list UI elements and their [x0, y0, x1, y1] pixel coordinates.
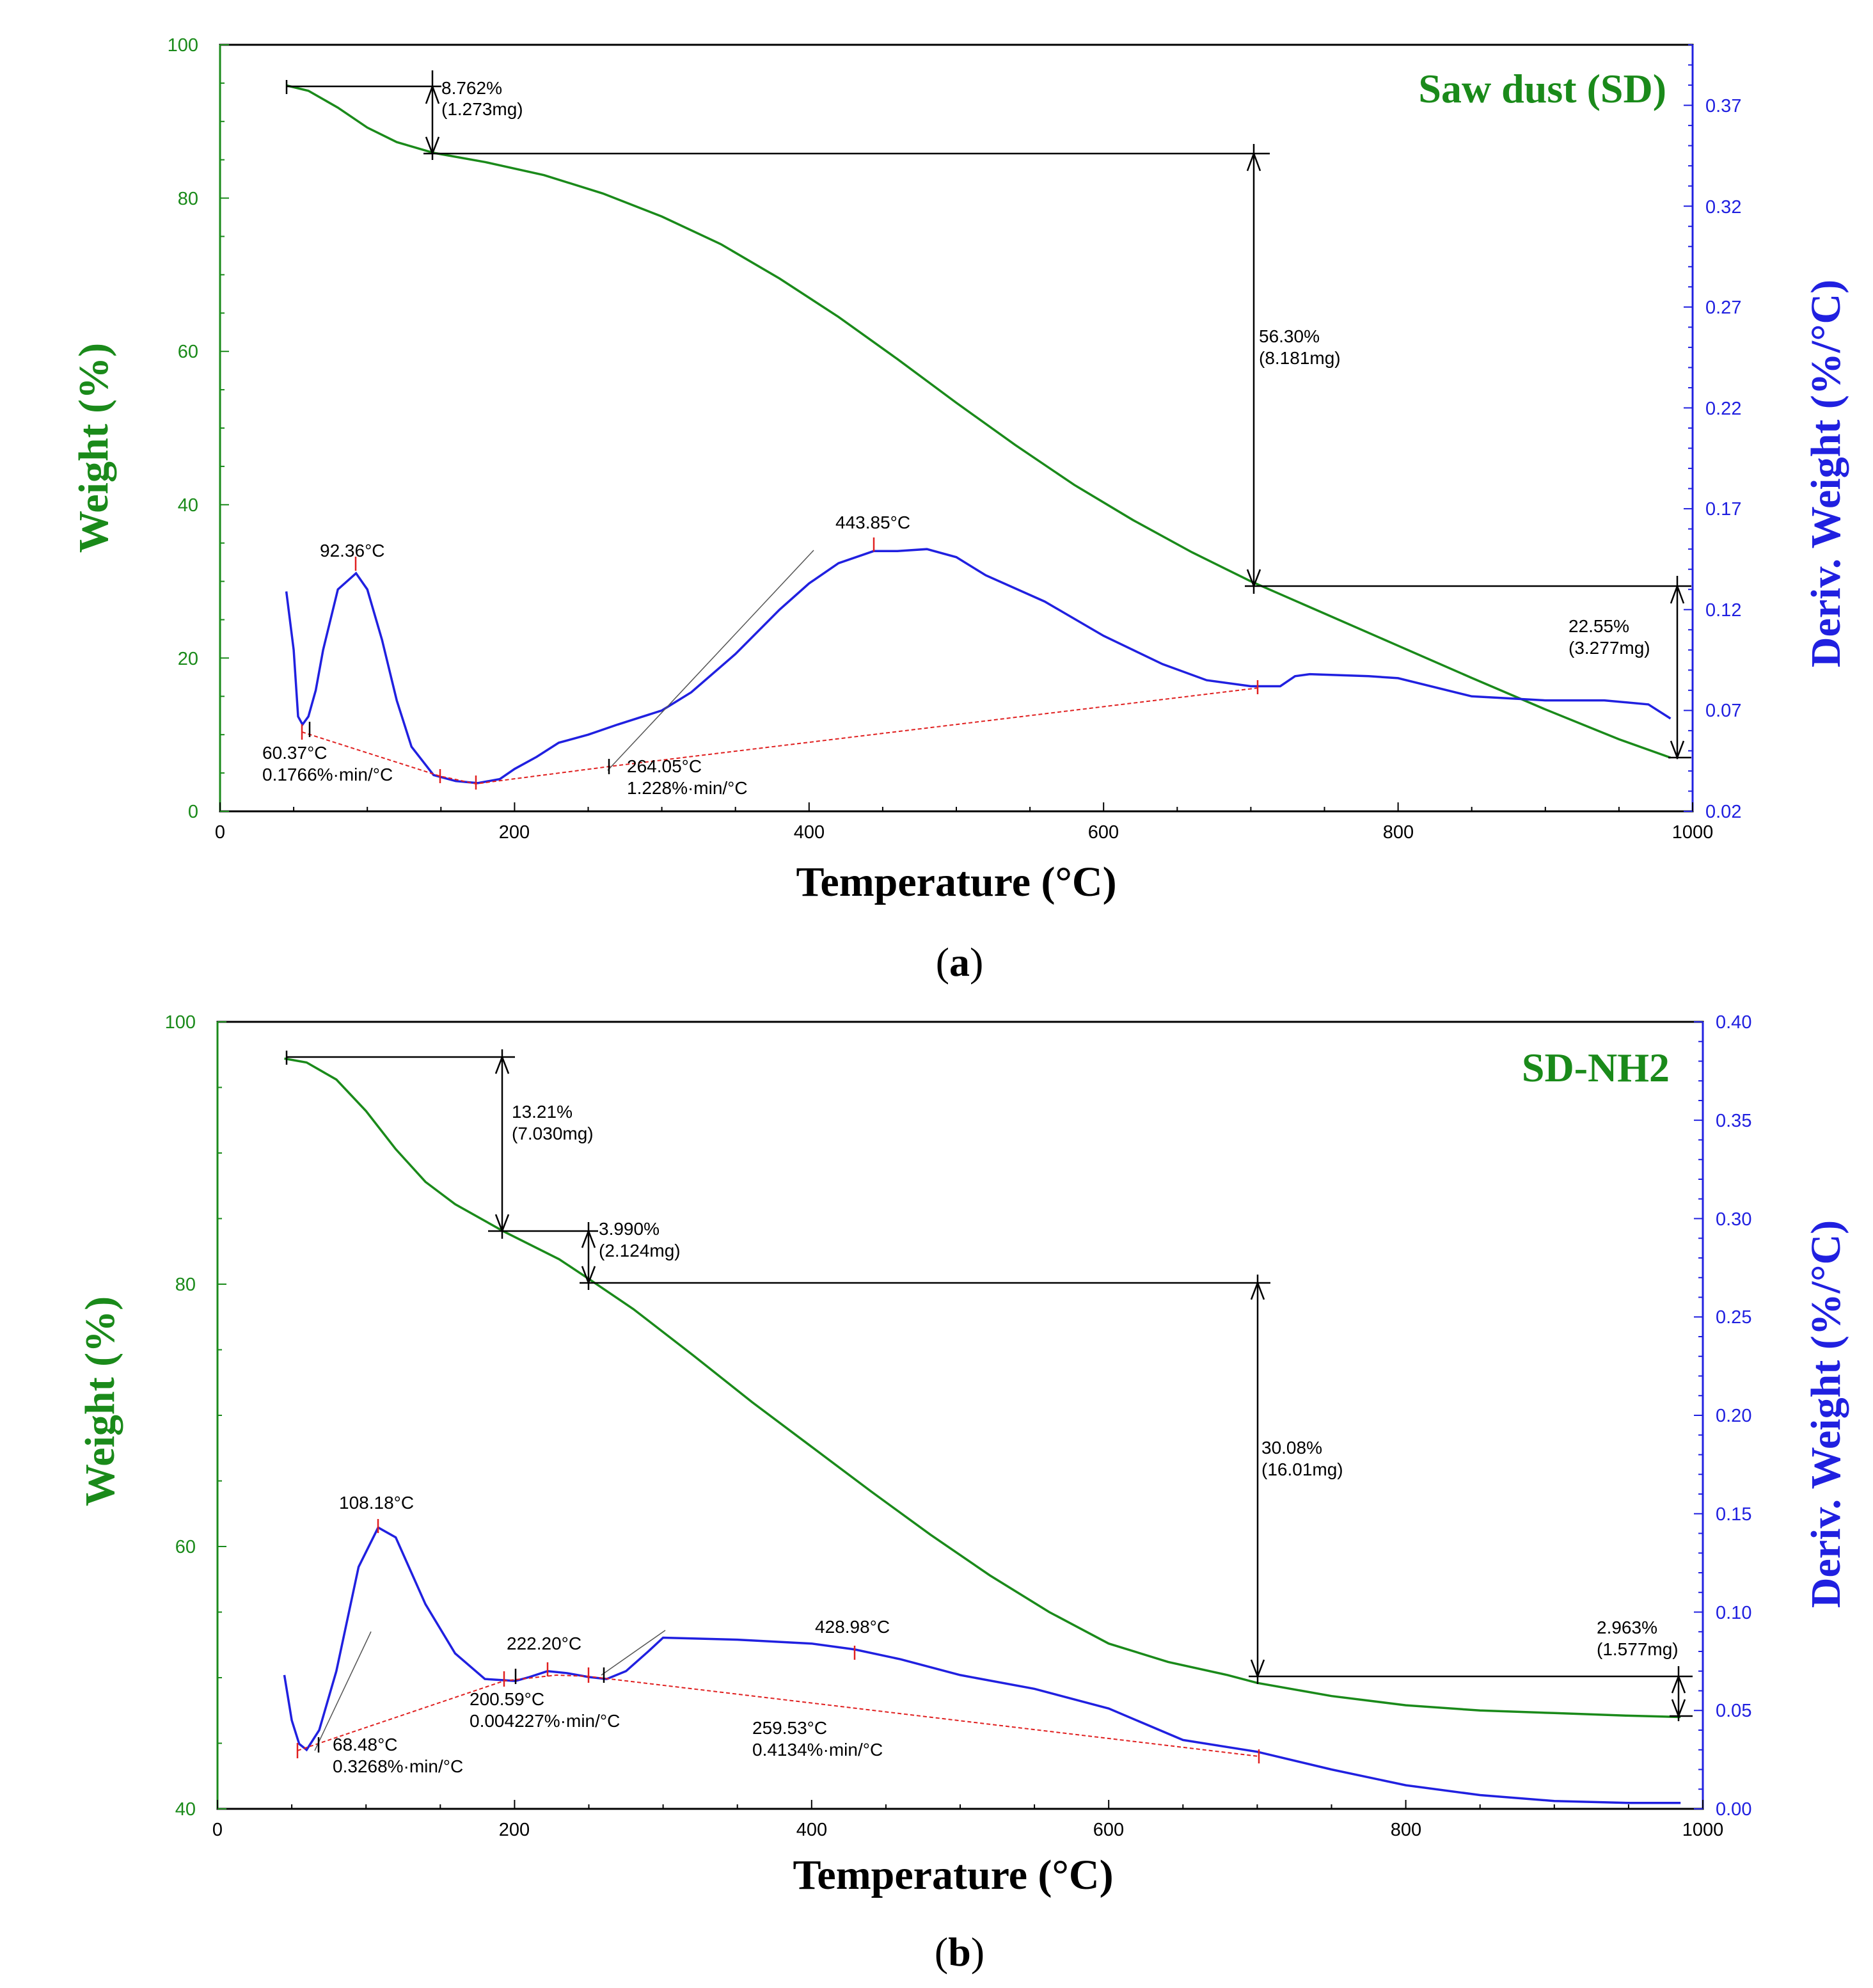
onset-rate: 0.4134%·min/°C — [752, 1740, 883, 1760]
y-right-tick: 0.02 — [1705, 802, 1741, 822]
y-left-tick: 40 — [178, 495, 198, 516]
step-mass: (3.277mg) — [1569, 638, 1650, 658]
step-brackets — [285, 70, 1691, 760]
y-right-tick: 0.05 — [1716, 1701, 1751, 1721]
onset-markers — [317, 1667, 605, 1753]
step-mass: (16.01mg) — [1261, 1459, 1343, 1479]
tangent-line — [607, 550, 814, 771]
x-tick: 600 — [1088, 822, 1119, 843]
y-right-tick: 0.20 — [1716, 1406, 1751, 1426]
x-axis-title: Temperature (°C) — [793, 1852, 1113, 1898]
onset-temp: 264.05°C — [627, 756, 702, 776]
tangent-line — [601, 1630, 666, 1676]
x-tick: 200 — [499, 1820, 530, 1840]
plot-frame — [216, 1021, 1704, 1810]
x-tick: 800 — [1383, 822, 1414, 843]
step-pct: 13.21% — [512, 1102, 573, 1122]
step-mass: (1.273mg) — [441, 99, 523, 119]
onset-rate: 0.004227%·min/°C — [470, 1711, 620, 1731]
y-left-tick: 0 — [188, 802, 198, 822]
peak-markers — [296, 1519, 1260, 1763]
y-right-tick: 0.17 — [1705, 499, 1741, 520]
x-tick: 800 — [1391, 1820, 1421, 1840]
onset-rate: 0.3268%·min/°C — [333, 1756, 463, 1776]
y-right-axis-title: Deriv. Weight (%/°C) — [1803, 280, 1849, 667]
x-tick: 0 — [215, 822, 225, 843]
step-mass: (1.577mg) — [1597, 1639, 1679, 1659]
y-right-tick: 0.35 — [1716, 1111, 1751, 1131]
x-tick: 1000 — [1672, 822, 1714, 843]
y-right-tick: 0.25 — [1716, 1307, 1751, 1328]
y-right-tick: 0.12 — [1705, 600, 1741, 621]
y-right-tick: 0.07 — [1705, 701, 1741, 721]
x-tick: 400 — [796, 1820, 827, 1840]
onset-temp: 200.59°C — [470, 1689, 544, 1709]
onset-markers — [308, 722, 610, 774]
onset-temp: 259.53°C — [752, 1718, 827, 1738]
weight-series — [286, 84, 1671, 759]
step-mass: (8.181mg) — [1259, 348, 1341, 368]
panel-caption: (a) — [936, 939, 984, 985]
step-pct: 8.762% — [441, 78, 502, 98]
weight-series — [284, 1057, 1681, 1719]
y-left-tick: 60 — [178, 342, 198, 362]
y-left-tick: 20 — [178, 649, 198, 669]
x-tick: 200 — [499, 822, 530, 843]
peak-markers — [301, 537, 1259, 790]
axis-ticks — [217, 1021, 1703, 1809]
y-left-axis-title: Weight (%) — [77, 1296, 123, 1506]
baseline-line — [297, 1674, 1260, 1757]
onset-rate: 0.1766%·min/°C — [262, 765, 393, 784]
y-left-tick: 80 — [175, 1275, 196, 1295]
y-right-tick: 0.00 — [1716, 1799, 1751, 1820]
step-pct: 3.990% — [599, 1219, 660, 1239]
peak-label: 222.20°C — [507, 1634, 581, 1653]
y-left-tick: 80 — [178, 189, 198, 209]
peak-label: 443.85°C — [835, 513, 910, 532]
x-axis-title: Temperature (°C) — [796, 859, 1116, 905]
step-mass: (7.030mg) — [512, 1124, 594, 1143]
y-left-tick: 100 — [165, 1012, 196, 1033]
y-right-tick: 0.10 — [1716, 1603, 1751, 1623]
peak-label: 108.18°C — [339, 1493, 414, 1513]
y-right-tick: 0.30 — [1716, 1209, 1751, 1230]
step-mass: (2.124mg) — [599, 1241, 681, 1260]
onset-temp: 60.37°C — [262, 743, 328, 763]
y-right-tick: 0.32 — [1705, 197, 1741, 218]
derivative-series — [283, 1525, 1681, 1804]
onset-rate: 1.228%·min/°C — [627, 778, 748, 798]
y-right-axis-title: Deriv. Weight (%/°C) — [1803, 1220, 1849, 1608]
y-right-tick: 0.40 — [1716, 1012, 1751, 1033]
baseline-line — [301, 687, 1260, 785]
step-brackets — [285, 1049, 1693, 1721]
y-right-tick: 0.15 — [1716, 1504, 1751, 1525]
y-right-tick: 0.37 — [1705, 96, 1741, 116]
step-pct: 30.08% — [1261, 1438, 1322, 1458]
y-left-tick: 40 — [175, 1799, 196, 1820]
x-tick: 1000 — [1682, 1820, 1724, 1840]
x-tick: 400 — [794, 822, 825, 843]
panel-a: 0 20 40 60 80 100 0.02 0.07 0.12 0.17 0.… — [70, 35, 1849, 985]
y-left-tick: 100 — [168, 35, 198, 56]
y-right-tick: 0.27 — [1705, 298, 1741, 318]
chart-title: SD-NH2 — [1522, 1045, 1670, 1090]
step-pct: 22.55% — [1569, 616, 1629, 636]
step-pct: 56.30% — [1259, 326, 1320, 346]
y-left-axis-title: Weight (%) — [70, 343, 117, 553]
x-tick: 0 — [212, 1820, 223, 1840]
step-pct: 2.963% — [1597, 1618, 1657, 1637]
peak-label: 92.36°C — [320, 541, 385, 561]
panel-b: 40 60 80 100 0.00 0.05 0.10 0.15 0.20 0.… — [77, 1012, 1849, 1975]
y-left-tick: 60 — [175, 1537, 196, 1557]
panel-caption: (b) — [935, 1929, 984, 1975]
axis-ticks — [219, 44, 1693, 812]
derivative-series — [285, 548, 1671, 784]
tangent-line — [314, 1631, 372, 1751]
x-tick: 600 — [1093, 1820, 1124, 1840]
peak-label: 428.98°C — [815, 1617, 890, 1637]
y-right-tick: 0.22 — [1705, 399, 1741, 419]
chart-title: Saw dust (SD) — [1418, 66, 1666, 111]
onset-temp: 68.48°C — [333, 1735, 398, 1754]
